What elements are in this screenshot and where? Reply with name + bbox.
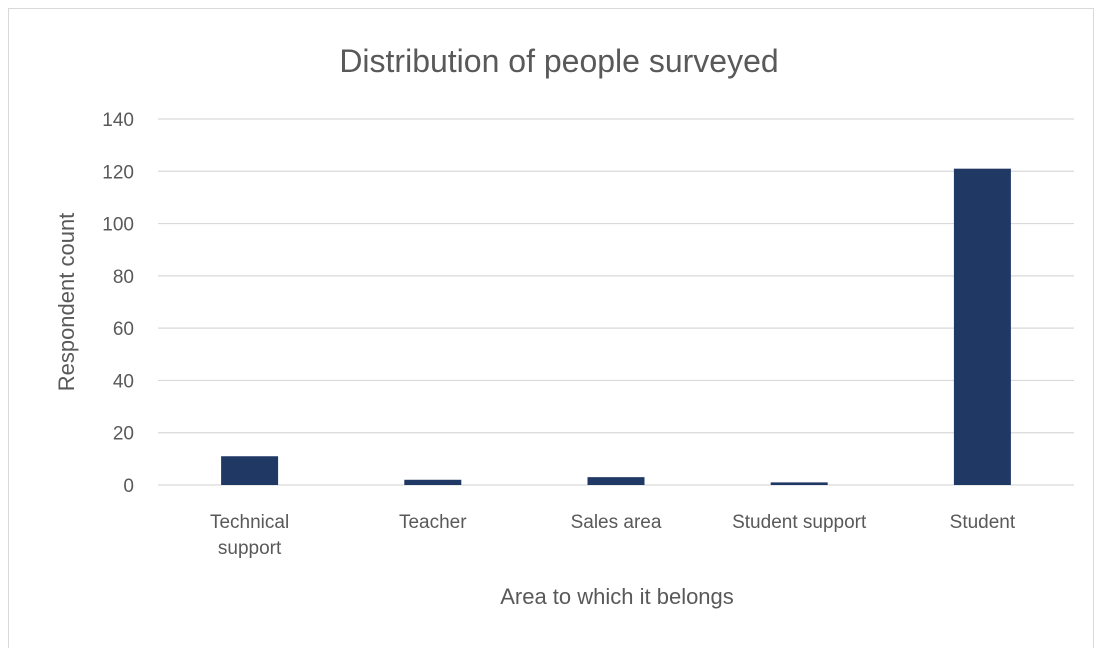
x-tick-label: Student support — [732, 512, 867, 533]
y-tick-label: 100 — [102, 215, 134, 236]
y-tick-label: 60 — [113, 319, 134, 340]
chart-title: Distribution of people surveyed — [339, 43, 778, 79]
bar-3 — [770, 482, 828, 485]
x-tick-label: Student — [950, 512, 1016, 533]
y-axis-ticks: 0 20 40 60 80 100 120 140 — [102, 110, 134, 497]
y-tick-label: 80 — [113, 267, 134, 288]
y-axis-title: Respondent count — [54, 213, 79, 392]
bar-0 — [221, 456, 279, 485]
y-tick-label: 20 — [113, 424, 134, 445]
x-tick-label: Teacher — [399, 512, 467, 533]
y-tick-label: 120 — [102, 162, 134, 183]
x-axis-title: Area to which it belongs — [500, 584, 734, 609]
x-tick-label: Technical — [210, 512, 289, 533]
y-tick-label: 40 — [113, 371, 134, 392]
bars — [221, 168, 1011, 485]
bar-4 — [953, 168, 1011, 485]
bar-2 — [587, 477, 645, 485]
bar-1 — [404, 479, 462, 485]
gridlines — [158, 118, 1074, 486]
x-axis-ticks: Technical support Teacher Sales area Student… — [210, 512, 1016, 559]
x-tick-label: support — [218, 538, 282, 559]
x-tick-label: Sales area — [571, 512, 662, 533]
y-tick-label: 0 — [123, 476, 134, 497]
y-tick-label: 140 — [102, 110, 134, 131]
